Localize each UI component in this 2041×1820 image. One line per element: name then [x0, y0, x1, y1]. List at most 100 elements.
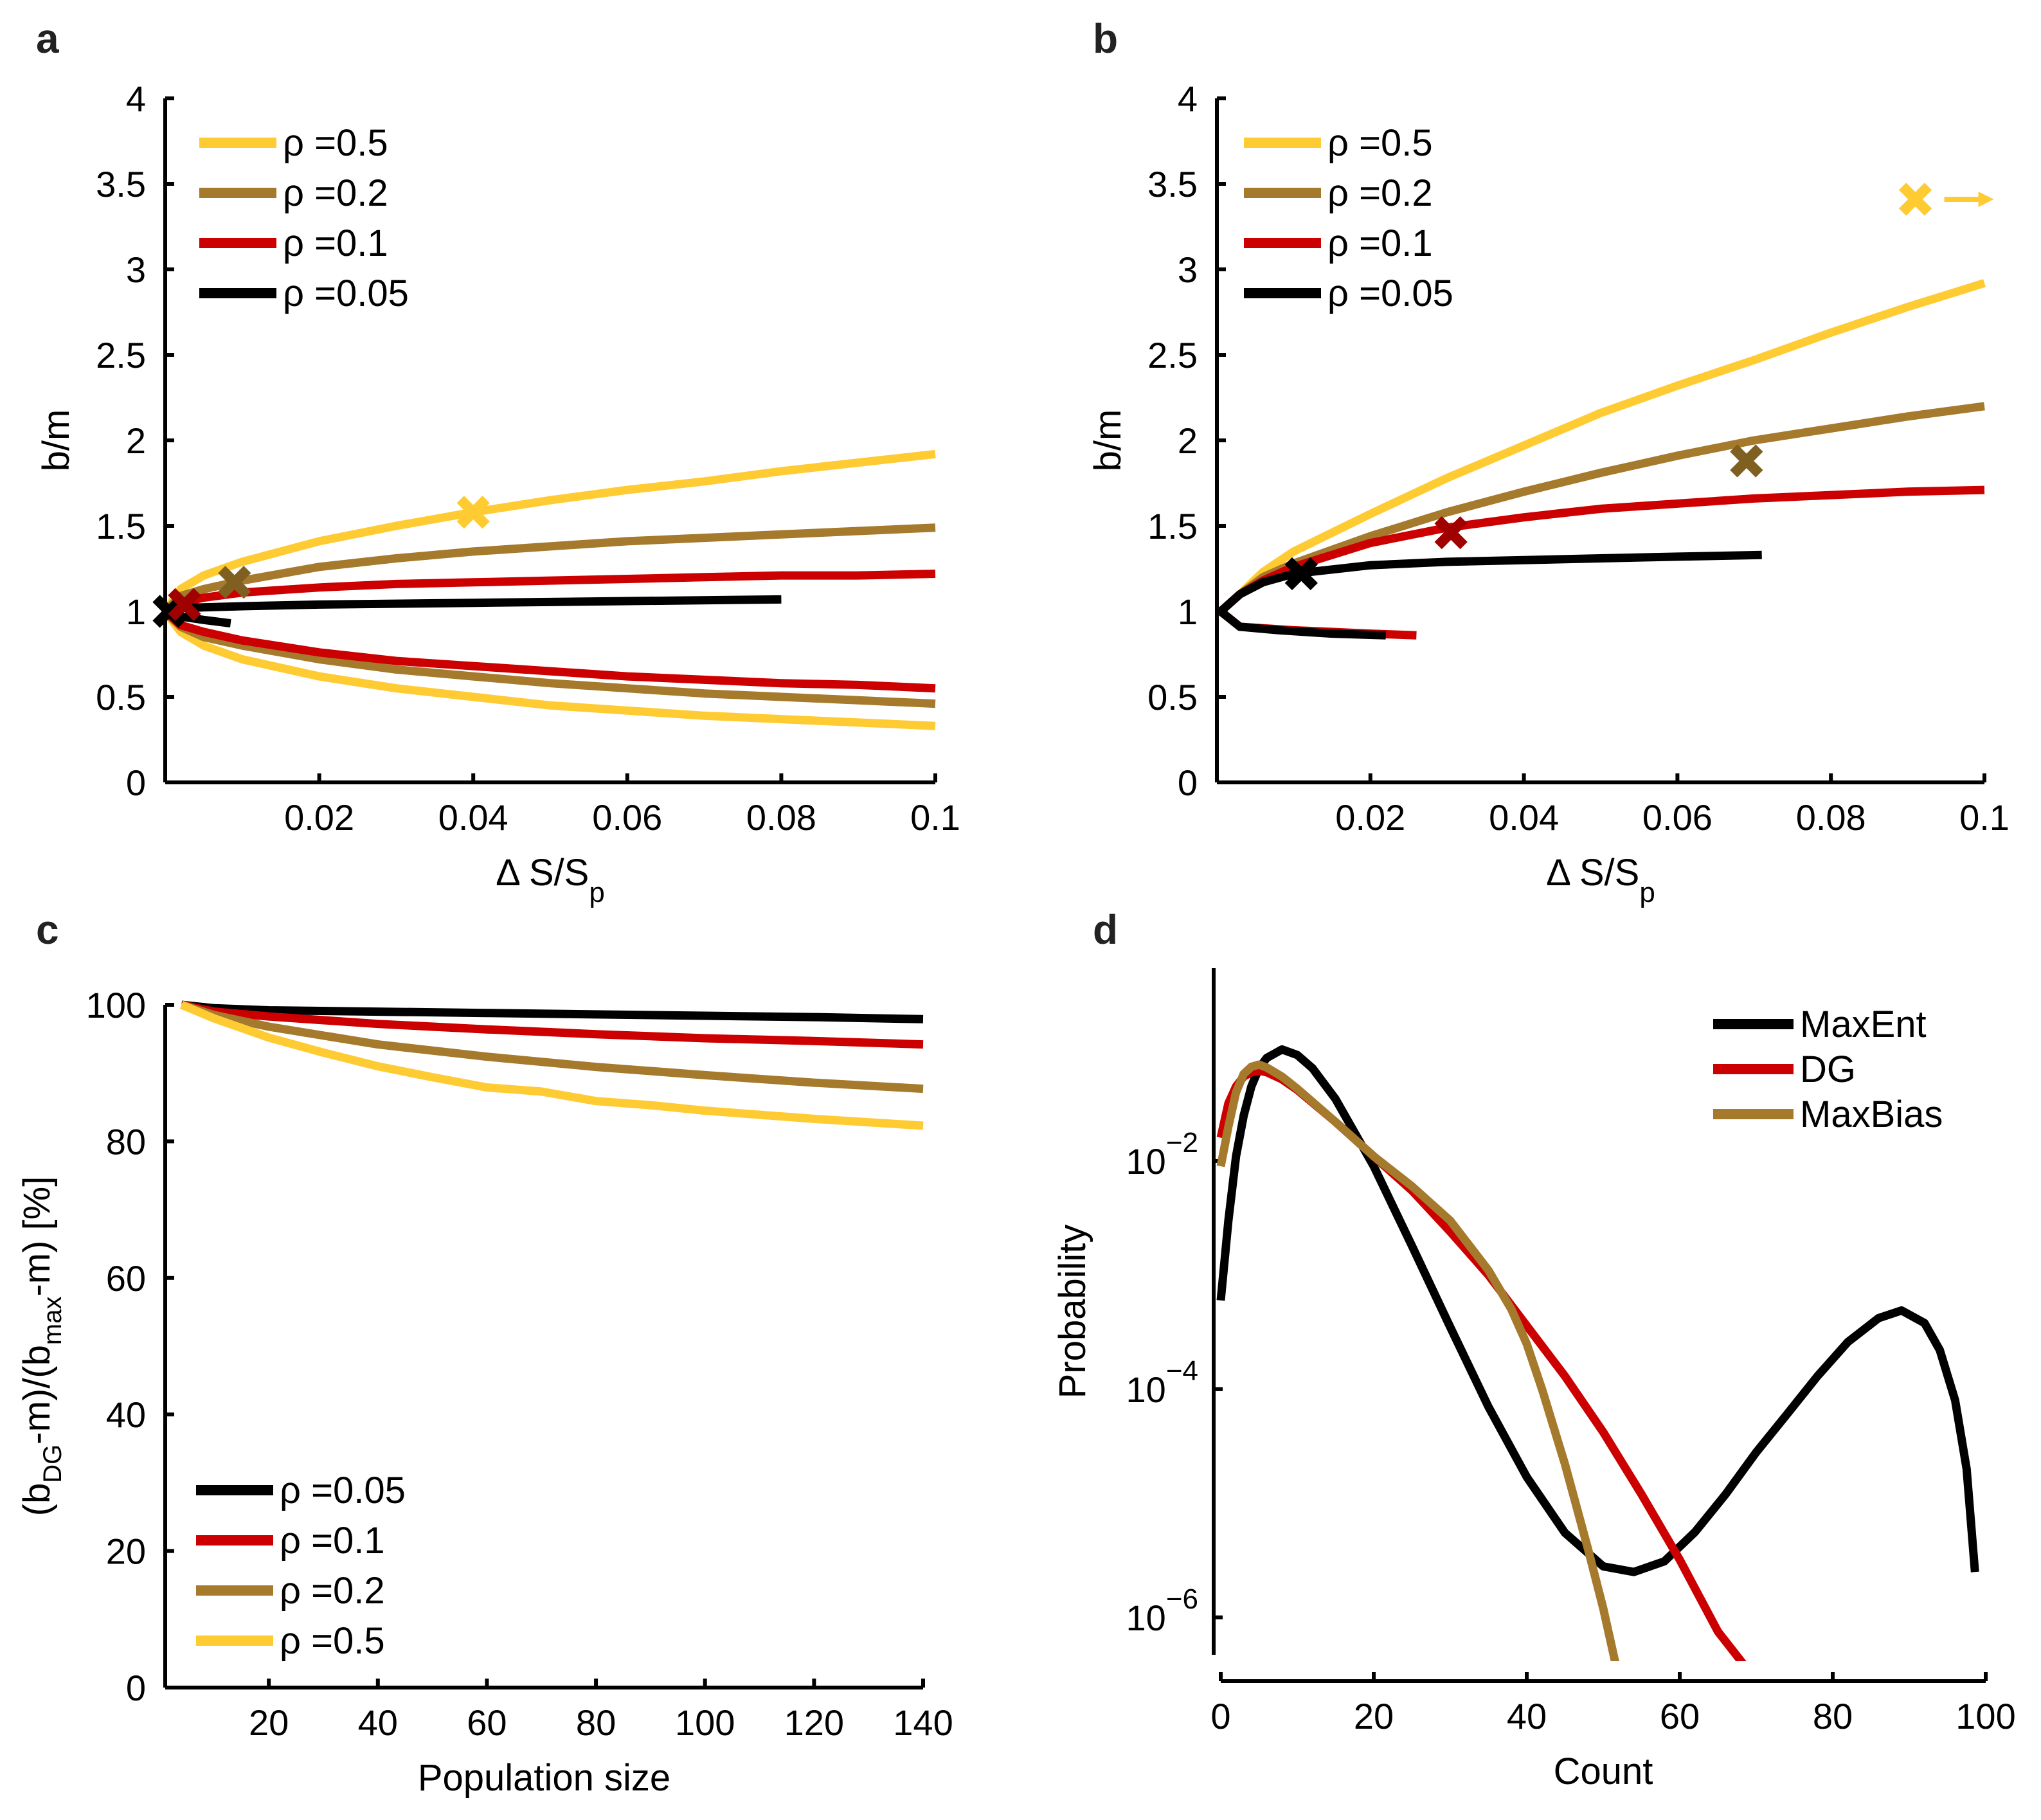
legend-label: ρ =0.1: [283, 222, 388, 264]
series-line-rho_0-5: [1218, 279, 1986, 615]
x-tick-label: 20: [249, 1702, 289, 1743]
legend-item: ρ =0.2: [1244, 172, 1433, 214]
x-tick-label: 80: [1813, 1696, 1853, 1736]
legend-label: ρ =0.2: [1327, 172, 1433, 214]
y-tick-label: 40: [106, 1394, 146, 1435]
x-tick-label: 0.06: [1642, 797, 1713, 838]
legend-item: ρ =0.05: [199, 273, 409, 314]
x-tick-label: 40: [1507, 1696, 1547, 1736]
series-line-rho_0-2: [180, 1000, 924, 1094]
series-line-rho_0-05: [1218, 550, 1762, 615]
cross-marker-rho_0-5: [1898, 183, 1932, 216]
legend-label: ρ =0.1: [1327, 222, 1433, 264]
x-tick-label: 100: [1956, 1696, 2015, 1736]
x-axis-label: Count: [1554, 1751, 1653, 1792]
x-tick-label: 120: [784, 1702, 844, 1743]
x-tick-label: 100: [675, 1702, 735, 1743]
x-axis-label-main: Δ S/S: [1546, 852, 1639, 894]
x-tick-label: 140: [893, 1702, 953, 1743]
x-tick-label: 0.04: [1489, 797, 1559, 838]
y-tick-label: 2: [126, 420, 146, 461]
y-axis-label-subscript: max: [39, 1297, 67, 1346]
panel-c-chart: 0 20 40 60 80 100 20 40 60 80 100 120 140 Population …: [16, 985, 953, 1799]
series-line-rho_0-05: [181, 1000, 924, 1023]
y-tick-label: 2.5: [96, 335, 146, 375]
x-tick-label: 0: [1210, 1696, 1230, 1736]
y-axis-label: Probability: [1052, 1225, 1093, 1399]
y-tick-label: 1.5: [1147, 506, 1198, 546]
cross-marker-rho_0-1: [168, 588, 201, 622]
legend-item: ρ =0.1: [199, 222, 388, 264]
legend-label: MaxBias: [1800, 1094, 1943, 1135]
x-tick-label: 0.08: [1796, 797, 1866, 838]
y-tick-label-exponent: −2: [1166, 1127, 1198, 1158]
legend-item: ρ =0.5: [196, 1620, 385, 1662]
y-tick-label: 4: [126, 78, 146, 119]
marker-stroke: [1898, 183, 1932, 216]
panel-label-a: a: [36, 15, 59, 62]
series-line-rho_0-5: [179, 1000, 924, 1130]
cross-marker-rho_0-1: [1434, 516, 1468, 550]
legend-item: ρ =0.2: [199, 172, 388, 214]
legend-label: ρ =0.2: [283, 172, 388, 214]
y-tick-label: 0: [1178, 762, 1198, 803]
x-tick-label: 0.1: [1959, 797, 2010, 838]
legend-label: ρ =0.5: [283, 122, 388, 164]
x-tick-label: 0.08: [746, 797, 816, 838]
legend-item: ρ =0.05: [196, 1470, 406, 1511]
series-line-rho_0-1: [163, 570, 936, 615]
x-axis-label-main: Count: [1554, 1751, 1653, 1792]
y-tick-label: 2.5: [1147, 335, 1198, 375]
y-tick-label: 100: [86, 985, 146, 1025]
x-axis-label-subscript: p: [1639, 877, 1655, 908]
series-group: [179, 1000, 924, 1130]
legend-label: ρ =0.1: [280, 1520, 385, 1562]
legend-item: ρ =0.05: [1244, 273, 1453, 314]
x-tick-label: 60: [1660, 1696, 1700, 1736]
y-tick-label: 3.5: [1147, 164, 1198, 204]
panel-b-chart: 0 0.5 1 1.5 2 2.5 3 3.5 4 0.02 0.04 0.06 0.08 0.1 Δ S/…: [1087, 78, 2010, 908]
y-axis-label-part: -m) [%]: [16, 1176, 58, 1297]
series-line-DG: [1216, 1066, 1747, 1661]
x-axis-label-main: Δ S/S: [496, 852, 589, 894]
series-line-rho_0-05: [1218, 608, 1386, 640]
series-line-rho_0-2: [162, 608, 936, 708]
panel-label-d: d: [1093, 906, 1118, 953]
series-line-MaxBias: [1216, 1060, 1619, 1661]
y-tick-label: 0.5: [1147, 677, 1198, 717]
arrow-head: [1978, 191, 1994, 207]
y-tick-label: 20: [106, 1531, 146, 1572]
legend-label: ρ =0.5: [280, 1620, 385, 1662]
y-tick-label-base: 10: [1126, 1141, 1166, 1182]
series-line-rho_0-5: [161, 609, 936, 730]
series-line-rho_0-05: [164, 595, 782, 616]
legend-item: DG: [1713, 1049, 1856, 1090]
arrow-right-icon: [1944, 191, 1994, 207]
legend-label: DG: [1800, 1049, 1856, 1090]
y-tick-label: 60: [106, 1258, 146, 1299]
series-line-rho_0-1: [162, 608, 936, 693]
x-axis-label-main: Population size: [418, 1757, 670, 1799]
y-axis-label-subscript: DG: [39, 1445, 67, 1483]
y-tick-label: 1: [1178, 591, 1198, 632]
y-axis-label: b/m: [1087, 410, 1129, 472]
panel-a-chart: 0 0.5 1 1.5 2 2.5 3 3.5 4 0.02 0.04 0.06 0.08 0.1 Δ S/…: [35, 78, 960, 908]
series-group: [1216, 1045, 1979, 1661]
x-tick-label: 0.02: [1335, 797, 1405, 838]
y-tick-label: 3.5: [96, 164, 146, 204]
y-axis-label: b/m: [35, 410, 77, 472]
x-tick-label: 20: [1354, 1696, 1394, 1736]
x-tick-label: 40: [358, 1702, 398, 1743]
series-group: [1218, 279, 1986, 640]
legend-label: ρ =0.05: [1327, 273, 1453, 314]
panel-label-b: b: [1093, 15, 1118, 62]
x-axis-label: Population size: [418, 1757, 670, 1799]
legend-item: MaxBias: [1713, 1094, 1943, 1135]
cross-marker-rho_0-5: [456, 496, 490, 529]
legend-label: ρ =0.5: [1327, 122, 1433, 164]
x-axis-label: Δ S/Sp: [496, 852, 605, 908]
legend-item: ρ =0.5: [1244, 122, 1433, 164]
panel-d-chart: 10−210−410−60 20 40 60 80 100CountProbability…: [1052, 968, 2016, 1792]
y-tick-label-base: 10: [1126, 1598, 1166, 1638]
